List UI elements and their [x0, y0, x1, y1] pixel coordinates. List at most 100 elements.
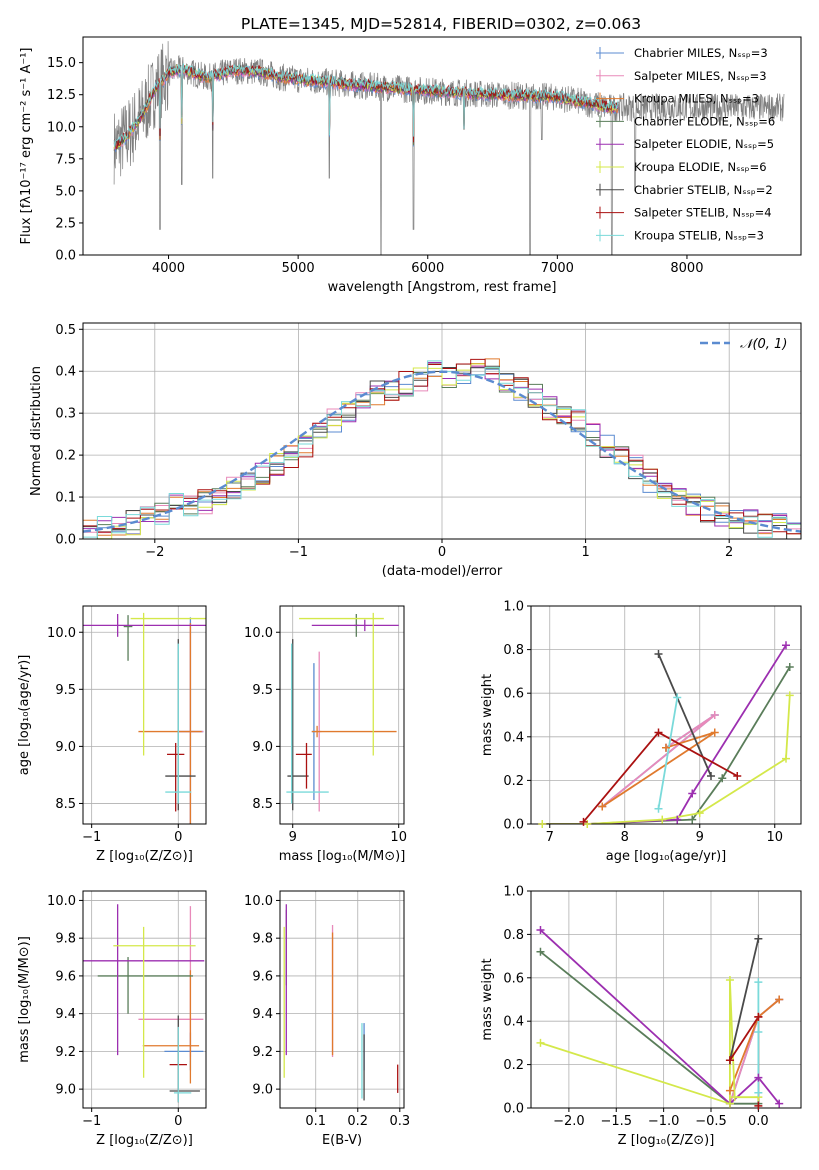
weight-marker-salpeter-stelib: [579, 817, 588, 826]
y-tick-label: 0.2: [503, 1058, 524, 1073]
weight-marker-salpeter-miles: [710, 711, 719, 719]
axes-frame: [530, 605, 802, 825]
weight-marker-chabrier-elodie: [718, 774, 727, 783]
weight-marker-kroupa-stelib: [654, 804, 663, 813]
y-tick-label: 15.0: [47, 56, 76, 71]
weight-marker-kroupa-miles: [710, 728, 719, 737]
y-tick-label: 10.0: [244, 626, 273, 641]
weight-marker-kroupa-elodie: [725, 1099, 734, 1108]
y-tick-label: 1.0: [503, 885, 524, 900]
x-tick-label: 6000: [411, 261, 444, 276]
weight-marker-kroupa-miles: [598, 802, 607, 811]
histogram-kroupa-elodie: [83, 363, 801, 539]
y-tick-label: 10.0: [47, 894, 76, 909]
legend-entry: 𝒩(0, 1): [740, 337, 787, 352]
y-tick-label: 10.0: [47, 626, 76, 641]
weight-marker-salpeter-elodie: [775, 1099, 784, 1108]
y-tick-label: 0.4: [55, 365, 76, 380]
y-axis-label: mass [log₁₀(M/M⊙)]: [17, 936, 32, 1063]
legend-entry: Chabrier STELIB, Nₛₛₚ=2: [634, 183, 773, 197]
x-axis-label: mass [log₁₀(M/M⊙)]: [279, 849, 406, 864]
plot-area: [83, 612, 206, 824]
weight-marker-chabrier-elodie: [785, 663, 794, 672]
axes-frame: [279, 605, 405, 825]
y-tick-label: 0.0: [503, 1102, 524, 1117]
x-tick-label: −1: [289, 545, 308, 560]
x-tick-label: 7000: [541, 261, 574, 276]
y-tick-label: 12.5: [47, 88, 76, 103]
y-axis-label: mass weight: [480, 674, 495, 756]
model-spectrum-kroupa-stelib: [113, 63, 619, 147]
plot-area: [283, 904, 399, 1101]
y-tick-label: 0.8: [503, 928, 524, 943]
x-tick-label: −1.5: [600, 1114, 632, 1129]
x-tick-label: −1: [82, 1114, 101, 1129]
weight-marker-kroupa-elodie: [695, 809, 704, 818]
weight-marker-kroupa-stelib: [754, 1088, 763, 1097]
weight-marker-kroupa-elodie: [538, 820, 547, 828]
x-tick-label: 0.3: [389, 1114, 410, 1129]
legend-entry: Kroupa MILES, Nₛₛₚ=3: [634, 92, 759, 106]
weight-marker-chabrier-stelib: [754, 934, 763, 943]
plot-area: [83, 358, 801, 539]
y-tick-label: 9.0: [252, 1083, 273, 1098]
weight-marker-salpeter-stelib: [733, 772, 742, 781]
weight-marker-kroupa-elodie: [725, 975, 734, 984]
x-tick-label: 8000: [670, 261, 703, 276]
y-tick-label: 0.5: [55, 323, 76, 338]
weight-marker-kroupa-miles: [662, 743, 670, 752]
weight-marker-chabrier-elodie: [536, 947, 545, 956]
weight-marker-kroupa-elodie: [658, 815, 667, 824]
x-tick-label: 4000: [152, 261, 185, 276]
weight-line-salpeter-elodie: [539, 929, 780, 1105]
weight-marker-chabrier-stelib: [707, 772, 715, 781]
x-axis-label: age [log₁₀(age/yr)]: [606, 849, 727, 864]
weight-marker-salpeter-elodie: [688, 789, 697, 798]
x-tick-label: 9: [696, 830, 704, 845]
weight-marker-salpeter-elodie: [754, 1073, 763, 1082]
y-tick-label: 9.4: [55, 1007, 76, 1022]
y-tick-label: 10.0: [244, 894, 273, 909]
weight-marker-kroupa-stelib: [754, 978, 763, 987]
weight-marker-kroupa-elodie: [785, 691, 794, 700]
weight-line-kroupa-elodie: [542, 695, 791, 824]
y-tick-label: 0.4: [503, 730, 524, 745]
y-axis-label: Normed distribution: [29, 366, 44, 496]
weight-marker-kroupa-miles: [725, 1086, 734, 1095]
weight-marker-salpeter-elodie: [673, 815, 682, 824]
x-tick-label: −2: [145, 545, 164, 560]
y-axis-label: age [log₁₀(age/yr)]: [17, 655, 32, 776]
weight-marker-salpeter-stelib: [754, 1101, 763, 1110]
x-tick-label: 0: [438, 545, 446, 560]
axes-frame: [82, 890, 207, 1109]
legend-entry: Chabrier ELODIE, Nₛₛₚ=6: [634, 114, 775, 128]
plot-area: [286, 612, 399, 812]
x-axis-label: (data-model)/error: [382, 564, 503, 579]
x-tick-label: 2: [725, 545, 733, 560]
y-tick-label: 9.0: [252, 740, 273, 755]
x-axis-label: Z [log₁₀(Z/Z⊙)]: [618, 1133, 715, 1148]
axes-frame: [82, 605, 207, 825]
weight-marker-salpeter-stelib: [654, 728, 663, 737]
gaussian-curve: [83, 370, 801, 533]
weight-marker-kroupa-miles: [775, 995, 784, 1004]
x-tick-label: −1: [82, 830, 101, 845]
weight-marker-kroupa-stelib: [754, 1028, 763, 1037]
y-tick-label: 0.0: [55, 249, 76, 264]
y-axis-label: mass weight: [480, 958, 495, 1040]
x-tick-label: 10: [390, 830, 407, 845]
x-tick-label: 5000: [282, 261, 315, 276]
y-tick-label: 0.2: [55, 449, 76, 464]
y-tick-label: 9.8: [55, 932, 76, 947]
x-axis-label: Z [log₁₀(Z/Z⊙)]: [96, 849, 193, 864]
x-tick-label: 0.1: [305, 1114, 326, 1129]
x-axis-label: E(B-V): [322, 1133, 362, 1148]
x-tick-label: 0: [174, 1114, 182, 1129]
x-tick-label: −2.0: [553, 1114, 585, 1129]
y-tick-label: 9.6: [55, 969, 76, 984]
y-axis-label: Flux [fλ10⁻¹⁷ erg cm⁻² s⁻¹ A⁻¹]: [19, 48, 34, 245]
x-tick-label: −1.0: [648, 1114, 680, 1129]
age-vs-mass-panel: 9 10 8.5 9.0 9.5 10.0 mass [log₁₀(M/M⊙)]: [244, 605, 407, 864]
x-tick-label: 0.2: [347, 1114, 368, 1129]
y-tick-label: 0.6: [503, 971, 524, 986]
